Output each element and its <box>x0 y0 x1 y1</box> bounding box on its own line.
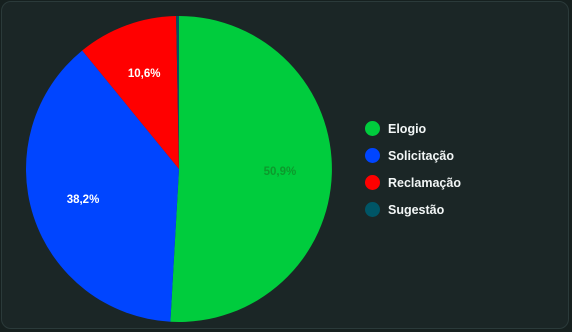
legend-item-elogio[interactable]: Elogio <box>365 119 461 138</box>
pie-label-elogio: 50,9% <box>264 166 297 178</box>
legend-label-elogio: Elogio <box>388 121 427 136</box>
pie-slices <box>25 16 332 322</box>
pie-label-solicitacao: 38,2% <box>67 194 100 206</box>
pie-labels: 50,9% 38,2% 10,6% <box>67 68 297 206</box>
legend-label-sugestao: Sugestão <box>388 202 445 217</box>
pie-slice-sugestao[interactable] <box>176 16 179 169</box>
chart-legend: Elogio Solicitação Reclamação Sugestão <box>365 119 461 219</box>
legend-swatch-solicitacao <box>365 148 380 163</box>
legend-item-solicitacao[interactable]: Solicitação <box>365 146 461 165</box>
pie-slice-elogio[interactable] <box>170 16 332 322</box>
legend-swatch-sugestao <box>365 202 380 217</box>
legend-label-reclamacao: Reclamação <box>388 175 461 190</box>
legend-swatch-elogio <box>365 121 380 136</box>
legend-item-reclamacao[interactable]: Reclamação <box>365 173 461 192</box>
legend-swatch-reclamacao <box>365 175 380 190</box>
pie-slice-solicitacao[interactable] <box>25 50 180 322</box>
legend-item-sugestao[interactable]: Sugestão <box>365 200 461 219</box>
pie-label-reclamacao: 10,6% <box>128 68 161 80</box>
legend-label-solicitacao: Solicitação <box>388 148 454 163</box>
pie-slice-reclamacao[interactable] <box>82 16 179 170</box>
